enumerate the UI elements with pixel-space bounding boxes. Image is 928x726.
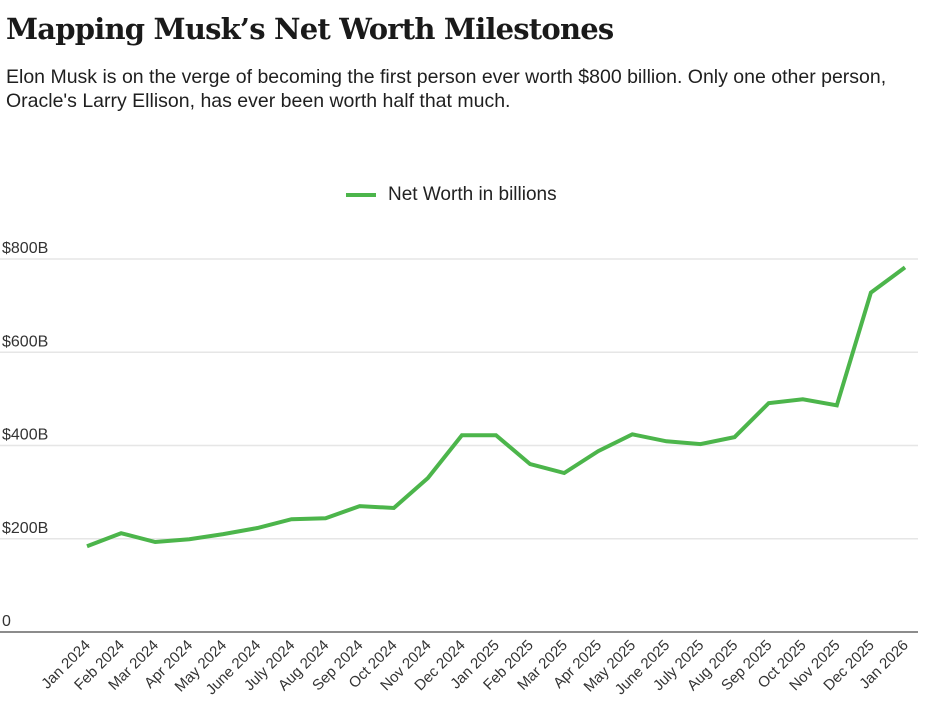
series-group [86,265,907,549]
series-line [86,265,907,549]
legend: Net Worth in billions [346,184,557,206]
y-axis-ticks: 0 $200B $400B $600B $800B [2,240,48,630]
y-tick-label: $600B [2,333,48,350]
gridlines [0,258,918,540]
y-tick-label: $800B [2,240,48,257]
y-tick-label: 0 [2,613,11,630]
chart-title: Mapping Musk’s Net Worth Milestones [6,12,614,46]
y-tick-label: $200B [2,520,48,537]
legend-swatch [346,193,376,197]
y-tick-label: $400B [2,427,48,444]
legend-label: Net Worth in billions [388,184,557,205]
chart-subtitle: Elon Musk is on the verge of becoming th… [6,66,887,112]
